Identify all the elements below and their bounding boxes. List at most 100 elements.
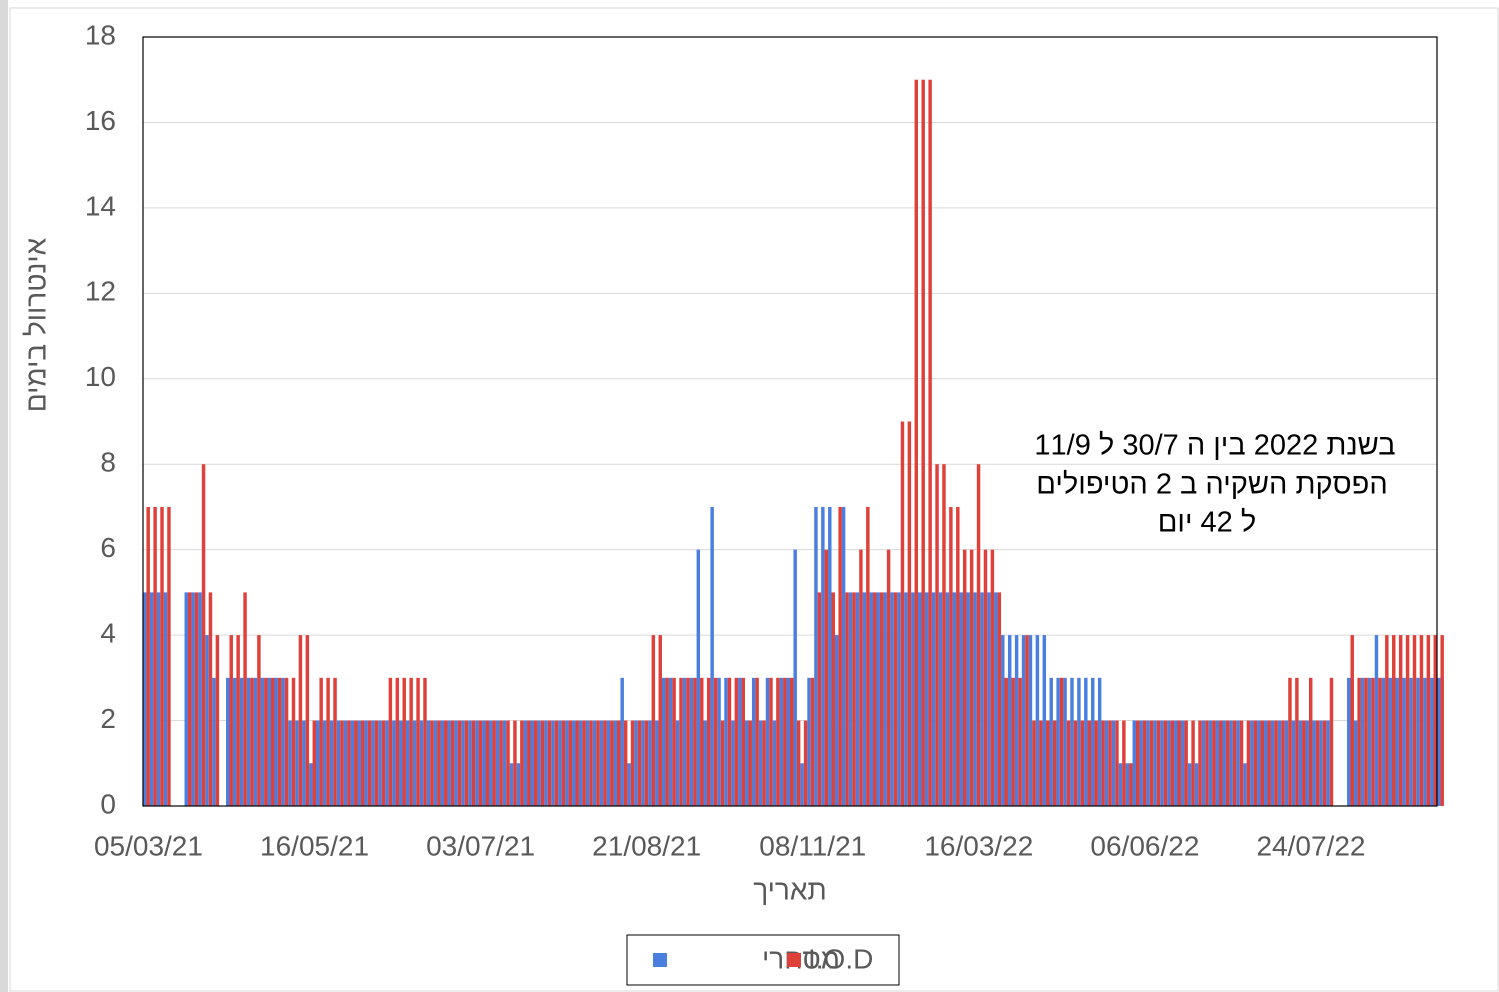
bar xyxy=(706,677,711,806)
bar xyxy=(208,592,213,806)
y-tick-label: 4 xyxy=(100,618,116,649)
bar xyxy=(1388,677,1393,806)
bar xyxy=(364,720,368,806)
annotation: בשנת 2022 בין ה 30/7 ל 11/9 xyxy=(1034,430,1395,462)
bar xyxy=(893,592,898,806)
bar xyxy=(1177,720,1181,806)
bar xyxy=(855,592,860,806)
bar xyxy=(1039,720,1043,806)
bar xyxy=(1180,720,1185,806)
bar xyxy=(284,677,289,806)
bar xyxy=(897,592,901,806)
bar xyxy=(630,720,635,806)
bar xyxy=(814,506,818,806)
bar xyxy=(295,720,299,806)
bar xyxy=(907,421,912,806)
bar xyxy=(371,720,375,806)
bar xyxy=(1412,635,1417,806)
bar xyxy=(1357,677,1361,806)
bar xyxy=(675,720,680,806)
bar xyxy=(271,677,275,806)
bar xyxy=(533,720,538,806)
x-tick-label: 24/07/22 xyxy=(1256,830,1365,861)
bar xyxy=(596,720,600,806)
bar xyxy=(783,677,787,806)
legend-box xyxy=(626,934,900,986)
bar xyxy=(212,677,216,806)
bar xyxy=(1250,720,1254,806)
bar xyxy=(1350,635,1354,806)
bar xyxy=(1236,720,1240,806)
bar xyxy=(845,592,849,806)
bar xyxy=(1319,720,1323,806)
bar xyxy=(1191,720,1195,806)
bar xyxy=(969,549,974,806)
y-tick-label: 8 xyxy=(100,447,116,478)
bar xyxy=(873,592,877,806)
side-strip xyxy=(0,0,8,992)
bar xyxy=(1329,677,1334,806)
bar xyxy=(1097,677,1102,806)
bar xyxy=(302,720,306,806)
bar xyxy=(1063,677,1067,806)
bar xyxy=(253,677,258,806)
bar xyxy=(1077,677,1081,806)
bar xyxy=(990,549,995,806)
bar xyxy=(153,506,157,806)
bar xyxy=(464,720,469,806)
bar xyxy=(838,506,842,806)
bar xyxy=(1046,720,1050,806)
bar xyxy=(641,720,645,806)
bar xyxy=(1160,720,1164,806)
bar xyxy=(1409,677,1413,806)
bar xyxy=(1374,635,1379,806)
bar xyxy=(879,592,884,806)
bar xyxy=(336,720,341,806)
bar xyxy=(679,677,683,806)
x-tick-label: 08/11/21 xyxy=(759,830,866,861)
bar xyxy=(572,720,576,806)
bar xyxy=(786,677,790,806)
bar xyxy=(848,592,853,806)
bar xyxy=(506,720,510,806)
bar xyxy=(1135,720,1140,806)
bar xyxy=(226,677,230,806)
bar xyxy=(322,720,327,806)
bar xyxy=(1056,677,1060,806)
chart-frame xyxy=(9,7,1499,992)
bar xyxy=(1437,677,1441,806)
bar xyxy=(347,720,351,806)
bar xyxy=(350,720,355,806)
bar xyxy=(426,720,431,806)
bar xyxy=(1288,677,1292,806)
bar xyxy=(1222,720,1226,806)
bar xyxy=(1385,635,1389,806)
bar xyxy=(682,677,687,806)
bar xyxy=(1322,720,1327,806)
plot-border xyxy=(142,36,1438,807)
bar xyxy=(938,592,943,806)
bar xyxy=(357,720,361,806)
bar xyxy=(360,720,365,806)
bar xyxy=(962,549,967,806)
bar xyxy=(627,763,631,806)
bar xyxy=(869,592,874,806)
bar xyxy=(1430,677,1434,806)
bar xyxy=(329,720,334,806)
bar xyxy=(1132,720,1136,806)
bar xyxy=(841,506,846,806)
bar xyxy=(1423,677,1427,806)
bar xyxy=(1274,720,1278,806)
bar xyxy=(634,720,638,806)
legend-label: I.O.D xyxy=(808,943,873,974)
bar xyxy=(1035,635,1040,806)
bar xyxy=(668,677,673,806)
bar xyxy=(803,720,808,806)
y-tick-label: 2 xyxy=(100,703,116,734)
bar xyxy=(1142,720,1147,806)
bar xyxy=(1025,635,1029,806)
bar xyxy=(537,720,541,806)
bar xyxy=(277,677,282,806)
bar xyxy=(1111,720,1116,806)
bar xyxy=(1052,720,1057,806)
